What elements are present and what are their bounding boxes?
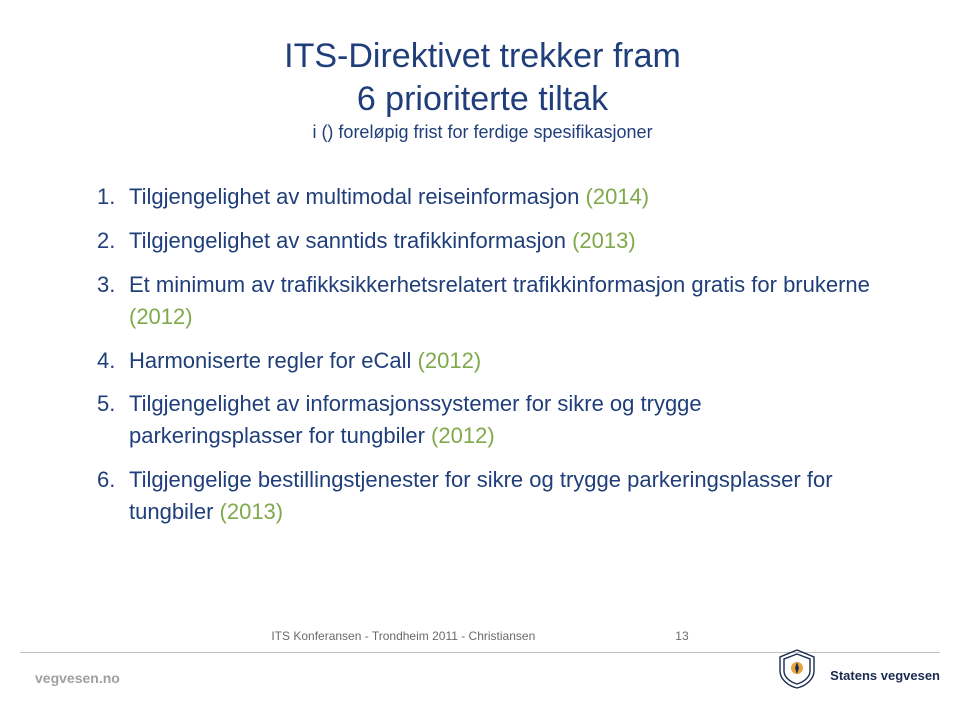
item-body: Et minimum av trafikksikkerhetsrelatert … xyxy=(129,269,870,333)
footer: ITS Konferansen - Trondheim 2011 - Chris… xyxy=(0,635,960,710)
footer-center: ITS Konferansen - Trondheim 2011 - Chris… xyxy=(0,629,960,643)
item-body: Tilgjengelighet av informasjonssystemer … xyxy=(129,388,870,452)
item-text: Et minimum av trafikksikkerhetsrelatert … xyxy=(129,272,870,297)
title-line-2: 6 prioriterte tiltak xyxy=(357,80,608,118)
footer-url: vegvesen.no xyxy=(35,670,120,686)
item-number: 3. xyxy=(97,269,129,333)
item-text: Harmoniserte regler for eCall xyxy=(129,348,418,373)
item-year: (2012) xyxy=(418,348,482,373)
item-number: 5. xyxy=(97,388,129,452)
item-number: 4. xyxy=(97,345,129,377)
item-number: 6. xyxy=(97,464,129,528)
priority-list: 1. Tilgjengelighet av multimodal reisein… xyxy=(95,181,870,528)
title-line-1: ITS-Direktivet trekker fram xyxy=(284,37,681,75)
item-text: Tilgjengelighet av multimodal reiseinfor… xyxy=(129,184,586,209)
list-item: 6. Tilgjengelige bestillingstjenester fo… xyxy=(97,464,870,528)
list-item: 1. Tilgjengelighet av multimodal reisein… xyxy=(97,181,870,213)
slide: ITS-Direktivet trekker fram 6 prioritert… xyxy=(0,0,960,528)
vegvesen-logo-icon xyxy=(774,646,820,690)
list-item: 4. Harmoniserte regler for eCall (2012) xyxy=(97,345,870,377)
list-item: 5. Tilgjengelighet av informasjonssystem… xyxy=(97,388,870,452)
list-item: 3. Et minimum av trafikksikkerhetsrelate… xyxy=(97,269,870,333)
item-body: Tilgjengelige bestillingstjenester for s… xyxy=(129,464,870,528)
item-year: (2012) xyxy=(129,304,193,329)
title: ITS-Direktivet trekker fram 6 prioritert… xyxy=(95,35,870,120)
item-year: (2012) xyxy=(431,423,495,448)
list-item: 2. Tilgjengelighet av sanntids trafikkin… xyxy=(97,225,870,257)
logo-block: Statens vegvesen xyxy=(774,646,940,690)
item-number: 1. xyxy=(97,181,129,213)
item-body: Tilgjengelighet av multimodal reiseinfor… xyxy=(129,181,649,213)
footer-caption: ITS Konferansen - Trondheim 2011 - Chris… xyxy=(271,629,535,643)
item-body: Tilgjengelighet av sanntids trafikkinfor… xyxy=(129,225,636,257)
item-text: Tilgjengelighet av informasjonssystemer … xyxy=(129,391,702,448)
item-text: Tilgjengelighet av sanntids trafikkinfor… xyxy=(129,228,572,253)
subtitle: i () foreløpig frist for ferdige spesifi… xyxy=(95,122,870,143)
item-year: (2013) xyxy=(220,499,284,524)
item-year: (2014) xyxy=(586,184,650,209)
item-year: (2013) xyxy=(572,228,636,253)
logo-label: Statens vegvesen xyxy=(830,668,940,683)
item-number: 2. xyxy=(97,225,129,257)
page-number: 13 xyxy=(675,629,688,643)
item-body: Harmoniserte regler for eCall (2012) xyxy=(129,345,481,377)
